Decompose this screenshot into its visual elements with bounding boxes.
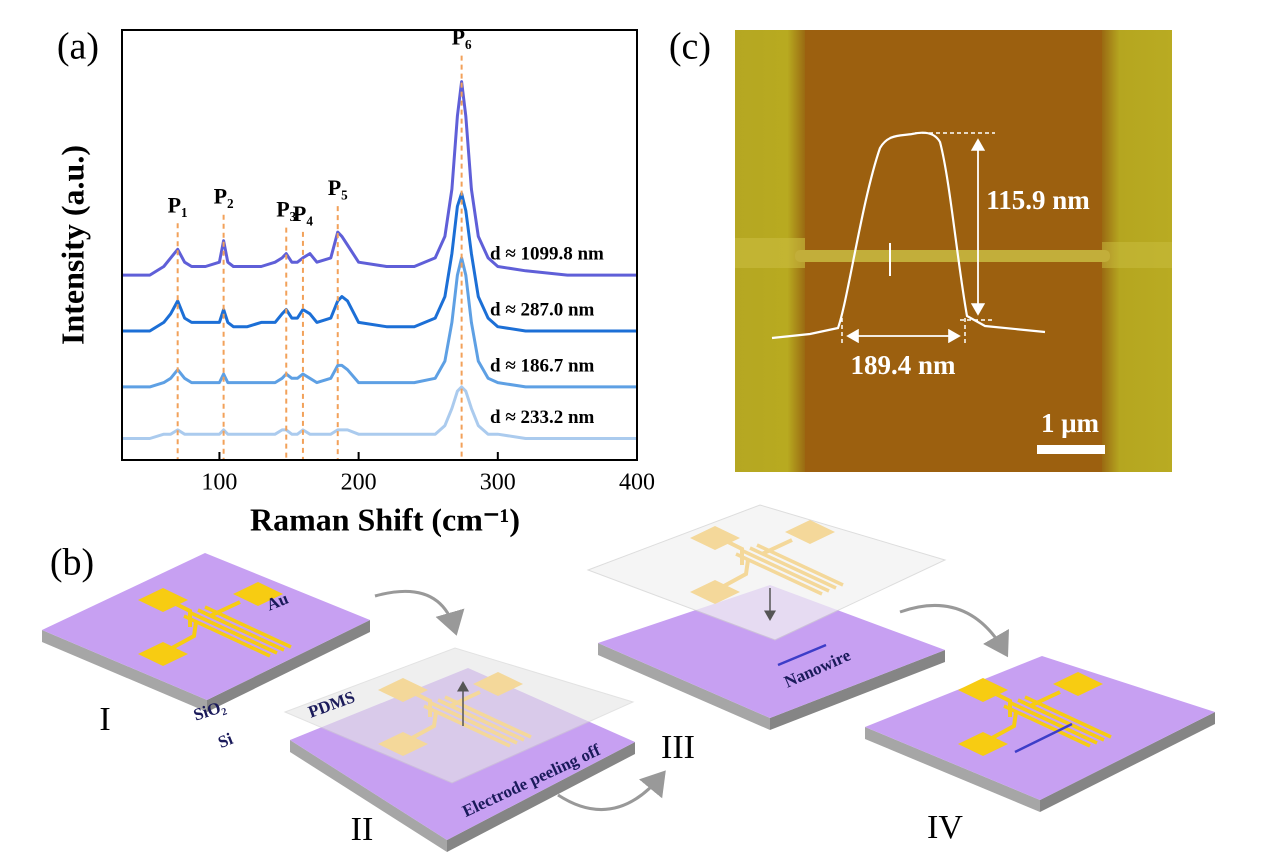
height-profile — [771, 131, 1046, 340]
si-label: Si — [215, 729, 236, 752]
substrate — [598, 585, 945, 718]
step-label: III — [661, 729, 695, 766]
series-label: d ≈ 233.2 nm — [490, 407, 595, 428]
peak-label: P₂ — [214, 184, 234, 209]
afm-image: 115.9 nm 189.4 nm 1 μm — [735, 30, 1172, 472]
step-label: I — [99, 701, 110, 738]
slab-side — [207, 620, 370, 712]
series-label: d ≈ 186.7 nm — [490, 355, 595, 376]
wire-glow — [735, 238, 805, 268]
panel-label: (b) — [50, 542, 94, 584]
slab-side — [42, 630, 207, 712]
panel-label: (c) — [669, 26, 711, 68]
x-tick-label: 100 — [201, 470, 237, 496]
y-axis-label: Intensity (a.u.) — [54, 145, 90, 345]
substrate — [865, 656, 1215, 800]
peak-label: P₅ — [328, 175, 348, 200]
plot-frame — [121, 29, 638, 461]
raman-plot: 100 200 300 400 d ≈ 1099.8 nm d ≈ 287.0 nm d ≈… — [122, 25, 655, 496]
width-label: 189.4 nm — [850, 350, 956, 380]
peak-label: P₄ — [293, 201, 313, 226]
slab-side — [290, 740, 447, 852]
process-arrow — [557, 770, 666, 812]
peak-label: P₆ — [452, 25, 472, 50]
scale-bar-label: 1 μm — [1041, 408, 1100, 438]
process-arrow — [374, 589, 465, 636]
fabrication-diagram: I II III IV Au SiO₂ Si PDMS Electrode pe… — [42, 504, 1215, 852]
panel-label: (a) — [57, 26, 99, 68]
spectrum — [122, 256, 637, 389]
series-label: d ≈ 1099.8 nm — [490, 243, 604, 264]
nanowire — [1014, 722, 1073, 754]
series-label: d ≈ 287.0 nm — [490, 299, 595, 320]
x-tick-label: 300 — [480, 470, 516, 496]
x-tick-label: 400 — [619, 470, 655, 496]
pdms-sheet — [586, 504, 947, 641]
peak-label: P₃ — [276, 197, 296, 222]
wire-glow — [1102, 242, 1172, 268]
step-label: IV — [927, 809, 963, 846]
height-label: 115.9 nm — [986, 185, 1090, 215]
x-tick-label: 200 — [341, 470, 377, 496]
slab-side — [865, 727, 1040, 812]
nanowire — [795, 250, 1110, 262]
spectrum — [122, 80, 637, 277]
x-axis-label: Raman Shift (cm⁻¹) — [250, 501, 520, 537]
process-arrow — [899, 604, 1009, 658]
slab-side — [598, 643, 770, 730]
spectrum — [122, 191, 637, 333]
slab-side — [1040, 712, 1215, 812]
scale-bar — [1037, 445, 1105, 454]
slab-side — [447, 742, 635, 852]
step-label: II — [351, 811, 374, 848]
nanowire — [777, 643, 827, 667]
slab-side — [770, 650, 945, 730]
spectrum — [122, 385, 637, 440]
peak-label: P₁ — [168, 192, 188, 217]
